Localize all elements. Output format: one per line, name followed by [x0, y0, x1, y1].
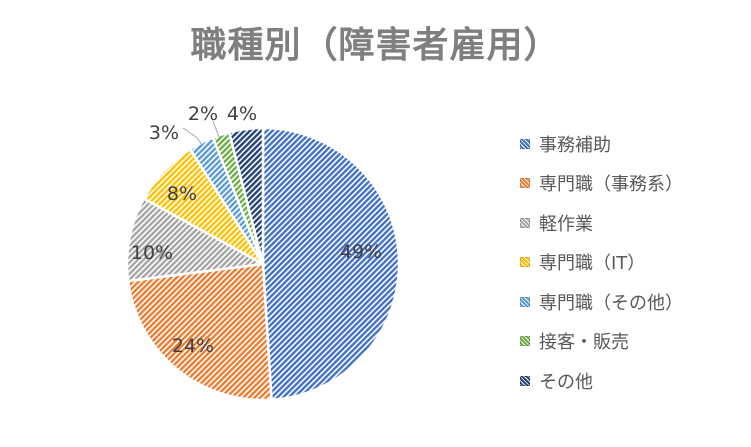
chart-title: 職種別（障害者雇用）: [190, 25, 561, 66]
data-label: 4%: [227, 103, 257, 125]
legend-swatch: [520, 336, 530, 347]
pie-slice: [227, 126, 265, 265]
legend-label: その他: [539, 371, 593, 393]
leader-line: [212, 120, 220, 138]
legend-item: 事務補助: [520, 124, 745, 164]
pie-slice: [261, 126, 401, 402]
data-label: 2%: [188, 103, 218, 125]
chart-legend: 事務補助専門職（事務系） 軽作業専門職（IT） 専門職（その他） 接客・販売その他: [520, 124, 745, 401]
data-label: 10%: [131, 242, 173, 264]
data-label: 8%: [167, 183, 197, 205]
legend-item: 接客・販売: [520, 322, 745, 362]
data-label: 49%: [340, 241, 382, 263]
legend-label: 専門職（IT）: [539, 253, 646, 275]
legend-label: 専門職（事務系）: [539, 174, 683, 196]
legend-swatch: [520, 178, 530, 189]
legend-label: 事務補助: [539, 134, 611, 156]
pie-slice: [125, 196, 267, 283]
leader-line: [182, 127, 204, 147]
legend-item: その他: [520, 361, 745, 401]
legend-label: 軽作業: [539, 213, 593, 235]
legend-swatch: [520, 296, 530, 307]
legend-item: 軽作業: [520, 203, 745, 243]
legend-label: 接客・販売: [539, 332, 629, 354]
legend-swatch: [520, 138, 530, 149]
data-label: 24%: [172, 335, 214, 357]
pie-slice: [126, 262, 273, 402]
legend-item: 専門職（事務系）: [520, 164, 745, 204]
legend-swatch: [520, 257, 530, 268]
legend-item: 専門職（その他）: [520, 282, 745, 322]
legend-item: 専門職（IT）: [520, 243, 745, 283]
legend-label: 専門職（その他）: [539, 292, 683, 314]
legend-swatch: [520, 217, 530, 228]
legend-swatch: [520, 375, 530, 386]
data-label: 3%: [149, 122, 179, 144]
